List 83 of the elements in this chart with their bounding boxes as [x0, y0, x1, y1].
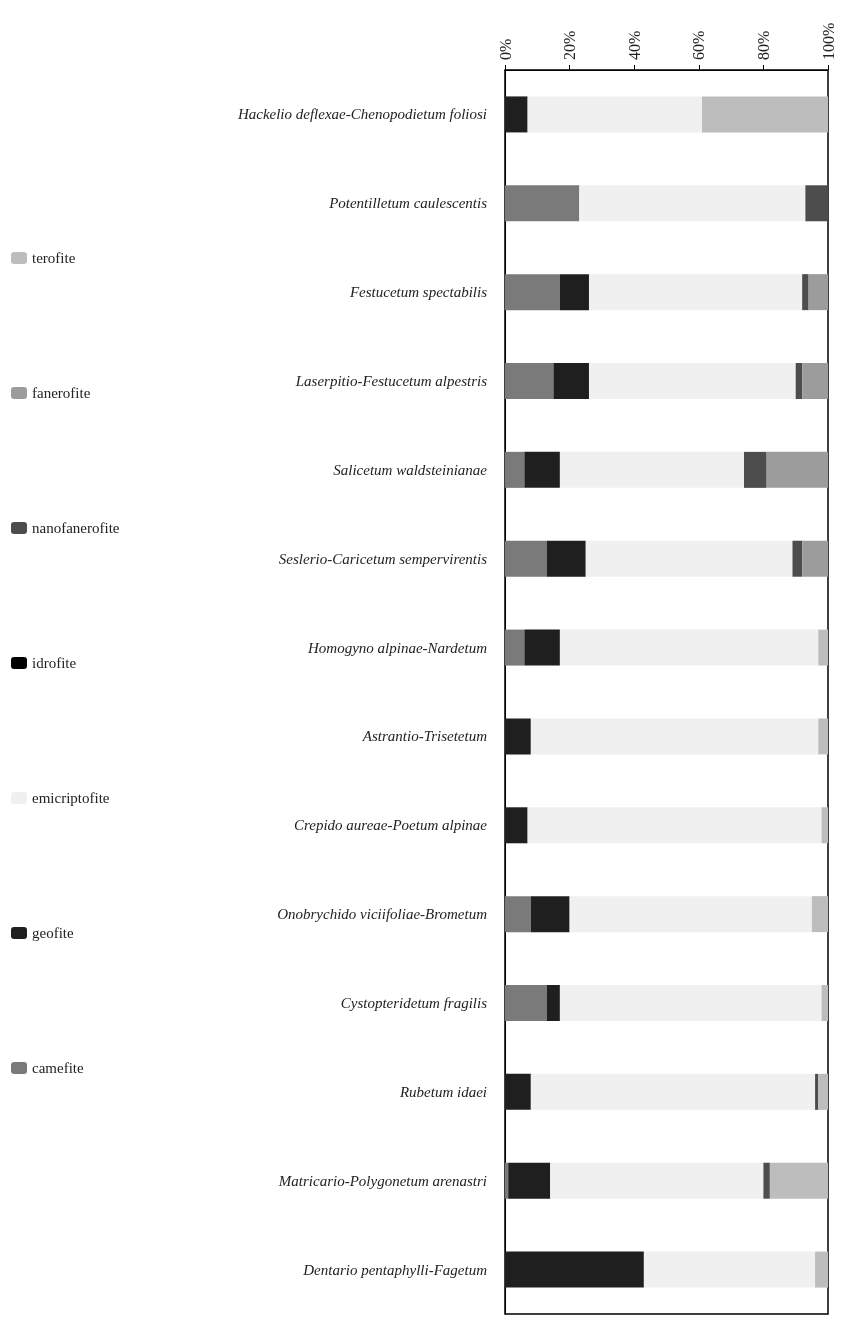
- bar: [559, 451, 745, 488]
- bar: [505, 1162, 509, 1199]
- bar: [527, 807, 822, 844]
- bar: [505, 540, 547, 577]
- bar: [505, 274, 560, 311]
- legend-label: fanerofite: [32, 385, 91, 401]
- y-tick-label: Cystopteridetum fragilis: [340, 995, 488, 1011]
- bar: [815, 1073, 819, 1110]
- bar: [588, 274, 803, 311]
- x-tick-label: 60%: [690, 30, 708, 60]
- bar: [744, 451, 767, 488]
- bar: [802, 274, 809, 311]
- bar: [524, 451, 560, 488]
- bar: [505, 807, 528, 844]
- y-tick-label: Matricario-Polygonetum arenastri: [277, 1172, 487, 1189]
- y-tick-label: Dentario pentaphylli-Fagetum: [302, 1261, 488, 1278]
- bar: [588, 363, 796, 399]
- y-tick-label: Homogyno alpinae-Nardetum: [306, 639, 488, 656]
- bar: [808, 274, 828, 311]
- bar: [546, 540, 586, 577]
- bar: [505, 451, 525, 488]
- bar: [792, 540, 803, 577]
- x-tick-label: 20%: [561, 30, 579, 60]
- x-tick-label: 40%: [625, 30, 643, 60]
- bar: [530, 1073, 816, 1110]
- bar: [553, 363, 589, 399]
- bar: [811, 896, 828, 933]
- legend-label: idrofite: [32, 655, 77, 671]
- bar: [702, 96, 828, 133]
- y-tick-label: Astrantio-Trisetetum: [361, 728, 488, 745]
- bar: [505, 1251, 644, 1288]
- x-tick-label: 80%: [754, 30, 772, 60]
- y-tick-label: Salicetum waldsteinianae: [333, 461, 488, 478]
- legend-label: camefite: [32, 1060, 84, 1076]
- bar: [569, 896, 812, 933]
- bar: [527, 96, 703, 133]
- bar: [766, 451, 828, 488]
- bar: [530, 718, 819, 755]
- x-tick-label: 100%: [819, 22, 837, 60]
- x-tick-label: 0%: [496, 38, 514, 60]
- legend-label: terofite: [32, 250, 76, 266]
- bar: [815, 1251, 828, 1288]
- bar: [550, 1162, 764, 1199]
- bar: [818, 629, 828, 666]
- y-tick-label: Rubetum idaei: [398, 1083, 487, 1100]
- bar: [559, 629, 819, 666]
- y-tick-label: Festucetum spectabilis: [348, 284, 488, 301]
- bar: [818, 1073, 828, 1110]
- y-tick-label: Seslerio-Caricetum sempervirentis: [278, 550, 488, 567]
- bar: [505, 363, 554, 399]
- bar: [769, 1162, 828, 1199]
- bar: [505, 1073, 531, 1110]
- bar: [795, 363, 803, 399]
- bar: [524, 629, 560, 666]
- bar: [579, 185, 806, 222]
- legend-label: nanofanerofite: [32, 520, 120, 536]
- bar: [821, 807, 828, 844]
- bar: [530, 896, 570, 933]
- bar: [505, 629, 525, 666]
- bar: [802, 540, 828, 577]
- bar: [643, 1251, 816, 1288]
- bar: [505, 185, 580, 222]
- bar: [763, 1162, 770, 1199]
- legend-label: emicriptofite: [32, 790, 110, 806]
- bar: [505, 96, 528, 133]
- legend-label: geofite: [32, 925, 74, 941]
- y-tick-label: Crepido aureae-Poetum alpinae: [293, 817, 488, 834]
- y-tick-label: Potentilletum caulescentis: [328, 195, 488, 212]
- bar: [802, 363, 828, 399]
- bar: [821, 985, 828, 1021]
- y-tick-label: Laserpitio-Festucetum alpestris: [294, 373, 488, 389]
- bar: [805, 185, 828, 222]
- y-tick-label: Onobrychido viciifoliae-Brometum: [277, 906, 488, 923]
- bar: [818, 718, 828, 755]
- bar: [559, 274, 589, 311]
- bar: [505, 718, 531, 755]
- bar: [546, 985, 560, 1021]
- bar: [505, 985, 547, 1021]
- bar: [505, 896, 531, 933]
- y-tick-label: Hackelio deflexae-Chenopodietum foliosi: [236, 106, 487, 123]
- bar: [585, 540, 793, 577]
- bar: [508, 1162, 551, 1199]
- bar: [559, 985, 822, 1021]
